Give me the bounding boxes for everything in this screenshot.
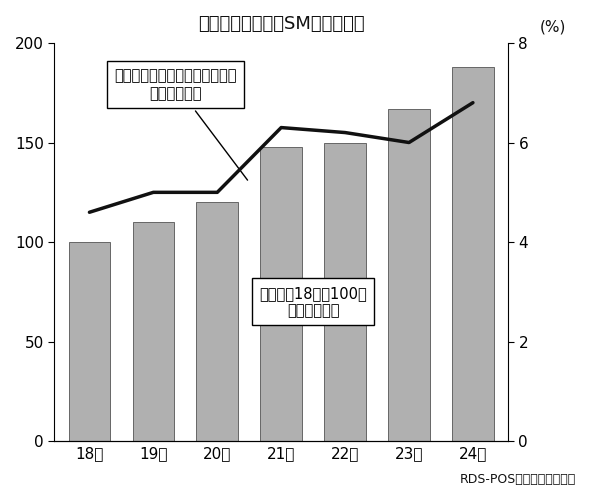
Bar: [260, 146, 302, 441]
Bar: [452, 67, 494, 441]
Text: 販売額（18年＝100）
（左目盛り）: 販売額（18年＝100） （左目盛り）: [259, 286, 367, 318]
Text: (%): (%): [540, 20, 566, 35]
Bar: [196, 202, 238, 441]
Title: タルタルソースのSM販売額推移: タルタルソースのSM販売額推移: [198, 15, 364, 33]
Bar: [133, 222, 174, 441]
Bar: [325, 142, 366, 441]
Text: マヨネーズカテゴリー内シェア
（右目盛り）: マヨネーズカテゴリー内シェア （右目盛り）: [115, 69, 248, 180]
Bar: [68, 242, 110, 441]
Bar: [388, 109, 430, 441]
Text: RDS-POS全国スーパー実績: RDS-POS全国スーパー実績: [460, 473, 576, 486]
